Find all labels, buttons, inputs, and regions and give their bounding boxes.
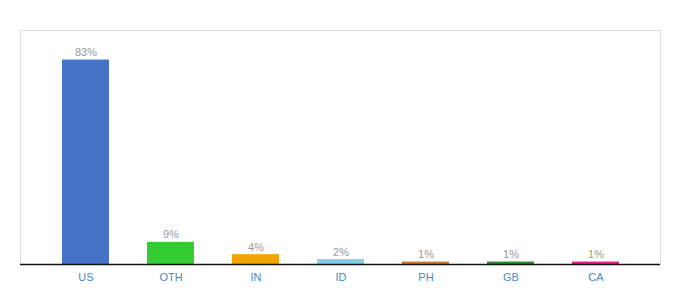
- svg-text:1%: 1%: [588, 248, 604, 260]
- svg-text:OTH: OTH: [159, 271, 182, 283]
- svg-text:4%: 4%: [248, 241, 264, 253]
- svg-text:IN: IN: [251, 271, 262, 283]
- svg-text:83%: 83%: [75, 46, 97, 58]
- svg-text:PH: PH: [418, 271, 433, 283]
- svg-text:CA: CA: [588, 271, 604, 283]
- svg-text:1%: 1%: [503, 248, 519, 260]
- svg-text:1%: 1%: [418, 248, 434, 260]
- svg-text:US: US: [78, 271, 93, 283]
- svg-text:GB: GB: [503, 271, 519, 283]
- svg-text:9%: 9%: [163, 228, 179, 240]
- svg-text:2%: 2%: [333, 246, 349, 258]
- svg-text:ID: ID: [336, 271, 347, 283]
